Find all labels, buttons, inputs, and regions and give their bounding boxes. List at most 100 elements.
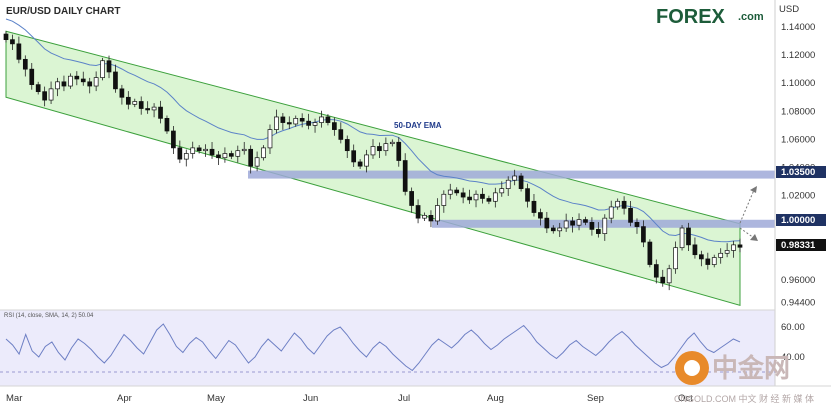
price-tick-0.96000: 0.96000 xyxy=(781,275,815,286)
candle-body xyxy=(583,219,588,223)
price-tick-1.06000: 1.06000 xyxy=(781,134,815,145)
ema-label: 50-DAY EMA xyxy=(394,121,442,130)
candle-body xyxy=(576,219,582,226)
candle-body xyxy=(512,175,517,181)
candle-body xyxy=(647,241,653,265)
level-badge-1000 xyxy=(776,214,826,226)
candle-body xyxy=(235,150,241,157)
candle-body xyxy=(653,264,659,278)
watermark-logo-inner xyxy=(684,360,700,376)
candle-body xyxy=(22,58,28,70)
candle-body xyxy=(589,222,595,230)
candle-body xyxy=(119,88,125,98)
candle-body xyxy=(679,227,685,249)
candle-body xyxy=(538,212,543,219)
candle-body xyxy=(602,217,608,234)
rsi-line xyxy=(5,323,741,372)
candle-body xyxy=(428,214,434,222)
candle-body xyxy=(396,141,402,161)
candle-body xyxy=(467,196,472,201)
candle-body xyxy=(357,161,363,167)
candle-body xyxy=(145,108,150,111)
candle-body xyxy=(608,206,614,219)
candle-body xyxy=(261,147,266,159)
arrow-up-line xyxy=(739,189,755,224)
candle-body xyxy=(711,257,717,265)
candle-body xyxy=(319,116,324,123)
candle-body xyxy=(383,143,389,152)
candle-body xyxy=(505,179,511,189)
candle-body xyxy=(74,75,80,80)
candle-body xyxy=(29,68,35,85)
candle-body xyxy=(286,122,292,125)
month-label-aug: Aug xyxy=(487,393,504,404)
candle-body xyxy=(3,33,9,41)
candle-body xyxy=(570,220,575,226)
candle-body xyxy=(492,192,498,202)
trend-channel xyxy=(5,30,741,306)
candle-body xyxy=(61,81,67,87)
candle-body xyxy=(203,148,208,152)
watermark-cn: 中金网 xyxy=(712,353,790,383)
candle-body xyxy=(673,247,678,270)
candle-body xyxy=(241,148,247,152)
month-label-apr: Apr xyxy=(117,393,132,404)
candle-body xyxy=(299,118,305,122)
forex-logo: FOREX xyxy=(656,6,726,28)
candle-body xyxy=(686,227,691,246)
candle-body xyxy=(737,244,743,248)
month-label-jul: Jul xyxy=(398,393,410,404)
candle-body xyxy=(113,71,118,90)
candle-body xyxy=(68,75,73,87)
candle-body xyxy=(306,120,311,126)
candle-body xyxy=(705,258,711,265)
candle-body xyxy=(93,77,99,87)
candle-body xyxy=(441,193,447,206)
forex-logo-suffix: .com xyxy=(738,11,764,23)
level-badge-1035 xyxy=(776,166,826,178)
rsi-label: RSI (14, close, SMA, 14, 2) 50.04 xyxy=(4,313,94,319)
candle-body xyxy=(615,200,621,208)
candle-body xyxy=(80,78,86,83)
candle-body xyxy=(158,106,163,119)
rsi-tick-40.00: 40.00 xyxy=(781,352,805,363)
candles-group xyxy=(3,31,743,291)
candle-body xyxy=(151,106,157,111)
rsi-tick-60.00: 60.00 xyxy=(781,322,805,333)
candle-body xyxy=(48,88,54,101)
candle-body xyxy=(125,96,131,105)
rsi-axis-ticks: 60.00 40.00 xyxy=(781,322,805,363)
chart-title: EUR/USD DAILY CHART xyxy=(6,6,120,17)
candle-body xyxy=(274,116,279,130)
candle-body xyxy=(718,252,724,258)
candle-body xyxy=(518,175,524,189)
candle-body xyxy=(132,101,138,105)
candle-body xyxy=(486,198,492,202)
candle-body xyxy=(190,147,196,154)
candle-body xyxy=(16,43,22,60)
month-label-mar: Mar xyxy=(6,393,22,404)
month-label-oct: Oct xyxy=(678,393,693,404)
candle-body xyxy=(460,192,466,198)
candle-body xyxy=(254,157,260,167)
candle-body xyxy=(660,276,666,284)
candle-body xyxy=(415,205,421,219)
candle-body xyxy=(364,154,369,167)
candle-body xyxy=(473,193,479,201)
candle-body xyxy=(42,91,47,101)
candle-body xyxy=(480,193,485,199)
axis-currency-label: USD xyxy=(779,4,799,15)
candle-body xyxy=(196,147,202,152)
candle-body xyxy=(402,160,408,192)
candle-body xyxy=(557,227,563,232)
price-tick-1.14000: 1.14000 xyxy=(781,22,815,33)
candle-body xyxy=(229,153,234,157)
candle-body xyxy=(692,244,698,256)
candle-body xyxy=(563,220,569,229)
month-label-jun: Jun xyxy=(303,393,318,404)
candle-body xyxy=(531,200,537,213)
candle-body xyxy=(10,39,15,45)
time-axis-months: Mar Apr May Jun Jul Aug Sep Oct xyxy=(6,393,693,404)
